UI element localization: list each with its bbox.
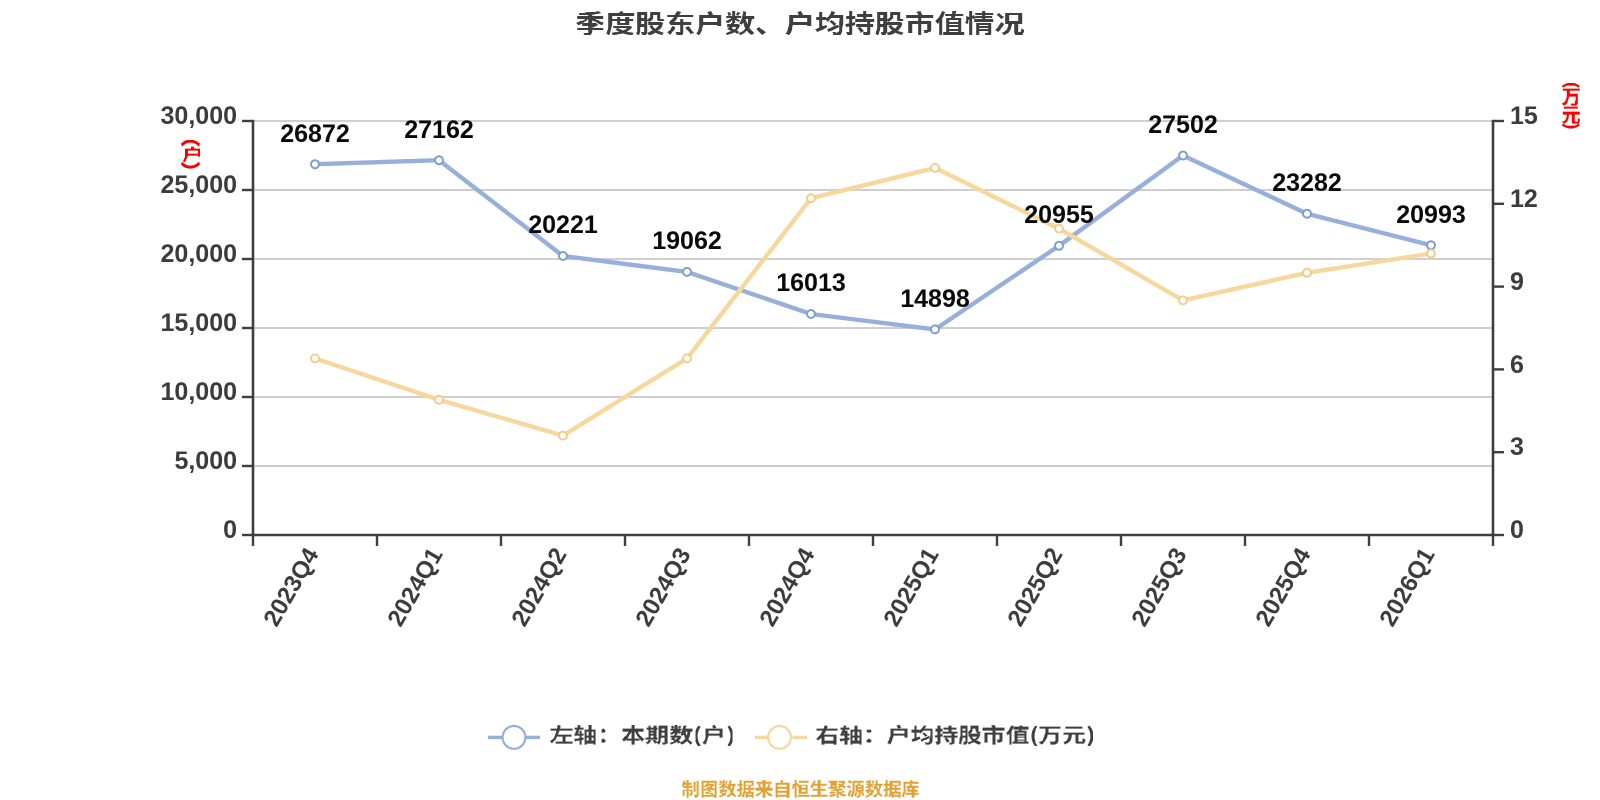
marker-shareholders-2026Q1[interactable]: [1426, 240, 1436, 251]
marker-shareholders-2024Q4[interactable]: [806, 309, 816, 319]
data-label-2025Q4: 23282: [1272, 169, 1342, 197]
series-line-shareholders: [314, 153, 1432, 332]
y-axis-right-tick-label-0: 0: [1510, 516, 1524, 545]
legend-label-shareholders: [550, 724, 733, 747]
y-axis-right-tick-label-6: 6: [1510, 350, 1524, 379]
data-label-2025Q2: 20955: [1024, 201, 1094, 230]
data-label-2023Q4: 26872: [280, 119, 350, 148]
y-axis-right-tick-label-9: 9: [1510, 267, 1524, 296]
data-label-2024Q4: 16013: [776, 269, 846, 298]
marker-market-value-2025Q1[interactable]: [930, 162, 940, 173]
legend-icon-shareholders: [488, 724, 540, 750]
marker-market-value-2024Q4[interactable]: [806, 193, 816, 204]
marker-market-value-2024Q2[interactable]: [558, 430, 568, 441]
marker-shareholders-2025Q1[interactable]: [930, 324, 940, 335]
marker-market-value-2025Q3[interactable]: [1178, 295, 1188, 306]
y-axis-left-tick-label-0: 0: [223, 516, 237, 545]
data-label-2024Q2: 20221: [528, 211, 598, 240]
data-label-2025Q1: 14898: [900, 284, 970, 313]
marker-market-value-2025Q4[interactable]: [1302, 267, 1312, 278]
data-label-2024Q3: 19062: [652, 227, 722, 256]
marker-market-value-2026Q1[interactable]: [1426, 248, 1436, 259]
caption: [682, 780, 919, 798]
marker-shareholders-2025Q3[interactable]: [1178, 150, 1188, 161]
y-axis-right-tick-label-12: 12: [1510, 185, 1538, 213]
y-axis-left-tick-label-15000: 15,000: [160, 309, 237, 338]
marker-market-value-2023Q4[interactable]: [310, 353, 320, 364]
data-label-2026Q1: 20993: [1396, 200, 1466, 229]
marker-shareholders-2025Q2[interactable]: [1054, 240, 1064, 251]
y-axis-left-tick-label-5000: 5,000: [174, 447, 237, 476]
legend-label-market-value: [816, 724, 1093, 747]
legend-item-shareholders[interactable]: [488, 721, 734, 751]
marker-shareholders-2025Q4[interactable]: [1302, 208, 1312, 219]
legend-icon-market-value: [755, 724, 807, 750]
y-axis-right-tick-label-3: 3: [1510, 433, 1524, 462]
marker-shareholders-2024Q2[interactable]: [558, 251, 568, 261]
marker-shareholders-2024Q1[interactable]: [434, 155, 444, 166]
y-axis-left-tick-label-30000: 30,000: [160, 102, 237, 131]
marker-market-value-2025Q2[interactable]: [1054, 223, 1064, 234]
y-axis-left-tick-label-25000: 25,000: [160, 171, 237, 200]
series-line-market-value: [314, 165, 1432, 438]
y-axis-right-tick-label-15: 15: [1510, 102, 1538, 131]
legend-item-market-value[interactable]: [755, 721, 1095, 751]
chart-title: [576, 10, 1024, 35]
marker-market-value-2024Q3[interactable]: [682, 353, 692, 364]
data-label-2024Q1: 27162: [404, 115, 474, 144]
y-axis-left-tick-label-20000: 20,000: [160, 240, 237, 269]
y-axis-left-tick-label-10000: 10,000: [160, 378, 237, 407]
data-label-2025Q3: 27502: [1148, 110, 1218, 139]
right-axis-name: [1562, 83, 1580, 129]
left-axis-name: [181, 140, 200, 169]
marker-shareholders-2023Q4[interactable]: [310, 159, 320, 170]
marker-shareholders-2024Q3[interactable]: [682, 266, 692, 277]
marker-market-value-2024Q1[interactable]: [434, 394, 444, 405]
